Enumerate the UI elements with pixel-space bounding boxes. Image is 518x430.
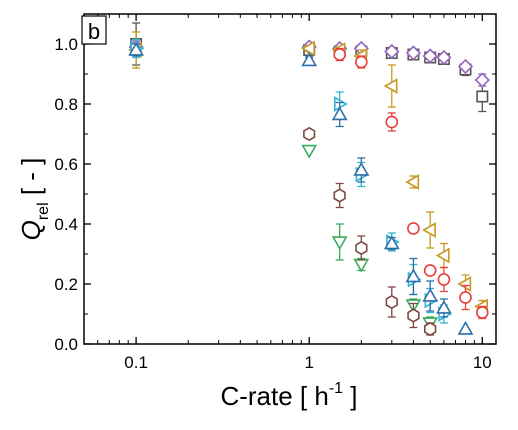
data-point-circle (354, 55, 368, 69)
y-axis-label-main: Q (16, 220, 46, 240)
data-point-diamond (457, 58, 474, 75)
y-tick-label: 0.2 (54, 275, 78, 294)
y-tick-label: 0.0 (54, 335, 78, 354)
plot-frame (83, 13, 497, 345)
data-point-diamond (405, 45, 422, 61)
data-point-triangle-up (436, 299, 452, 314)
data-point-triangle-left (457, 276, 472, 292)
data-point-diamond (422, 48, 438, 64)
panel-label-box: b (81, 15, 107, 45)
data-point-triangle-up (457, 320, 474, 335)
data-point-triangle-up (383, 235, 400, 250)
data-point-diamond (384, 43, 400, 60)
x-tick-label: 0.1 (124, 353, 148, 372)
data-point-triangle-left (405, 174, 420, 190)
data-point-hexagon (407, 308, 420, 323)
data-point-circle (407, 222, 420, 235)
x-axis-label-main: C-rate [ h (220, 381, 328, 411)
data-point-triangle-down (331, 236, 348, 251)
x-tick-label: 1 (304, 353, 313, 372)
y-tick-label: 0.4 (54, 215, 78, 234)
data-point-circle (423, 264, 437, 277)
data-point-triangle-right (333, 96, 348, 112)
data-point-triangle-up (331, 106, 348, 121)
data-point-triangle-up (422, 287, 439, 302)
data-point-triangle-left (422, 222, 436, 238)
y-tick-label: 0.6 (54, 155, 78, 174)
y-tick-label: 0.8 (54, 95, 78, 114)
data-point-hexagon (385, 294, 398, 310)
data-point-circle (385, 115, 399, 129)
data-point-hexagon (423, 321, 437, 337)
y-axis-label-tail: [ - ] (16, 158, 46, 203)
data-point-triangle-left (435, 247, 450, 264)
axes-layer: 0.1 1 10 0.0 0.2 0.4 0.6 0.8 1.0 (54, 13, 496, 372)
data-point-diamond (474, 72, 490, 88)
data-point-triangle-down (353, 258, 370, 273)
x-axis-label-tail: ] (343, 381, 357, 411)
y-axis-label: Qrel [ - ] (16, 158, 52, 241)
y-tick-label: 1.0 (54, 35, 78, 54)
data-point-hexagon (303, 126, 316, 142)
data-marks-layer (127, 22, 490, 337)
data-point-triangle-left (383, 78, 398, 94)
data-point-triangle-left (301, 40, 315, 57)
data-point-square (476, 90, 489, 103)
data-point-circle (475, 306, 489, 319)
data-point-triangle-up (128, 41, 144, 56)
data-point-circle (459, 291, 472, 304)
data-point-circle (437, 273, 451, 286)
x-axis-label-superscript: -1 (329, 380, 343, 397)
data-point-circle (333, 48, 347, 61)
data-point-hexagon (355, 240, 368, 256)
y-axis-label-subscript: rel (35, 202, 52, 220)
x-axis-label: C-rate [ h-1 ] (220, 380, 357, 411)
data-point-triangle-up (405, 268, 422, 283)
data-point-diamond (436, 49, 452, 66)
data-point-hexagon (333, 188, 346, 203)
data-point-triangle-up (301, 52, 318, 67)
x-tick-label: 10 (473, 353, 492, 372)
data-point-triangle-up (353, 161, 370, 176)
panel-label: b (88, 19, 100, 44)
data-point-triangle-down (301, 144, 318, 159)
